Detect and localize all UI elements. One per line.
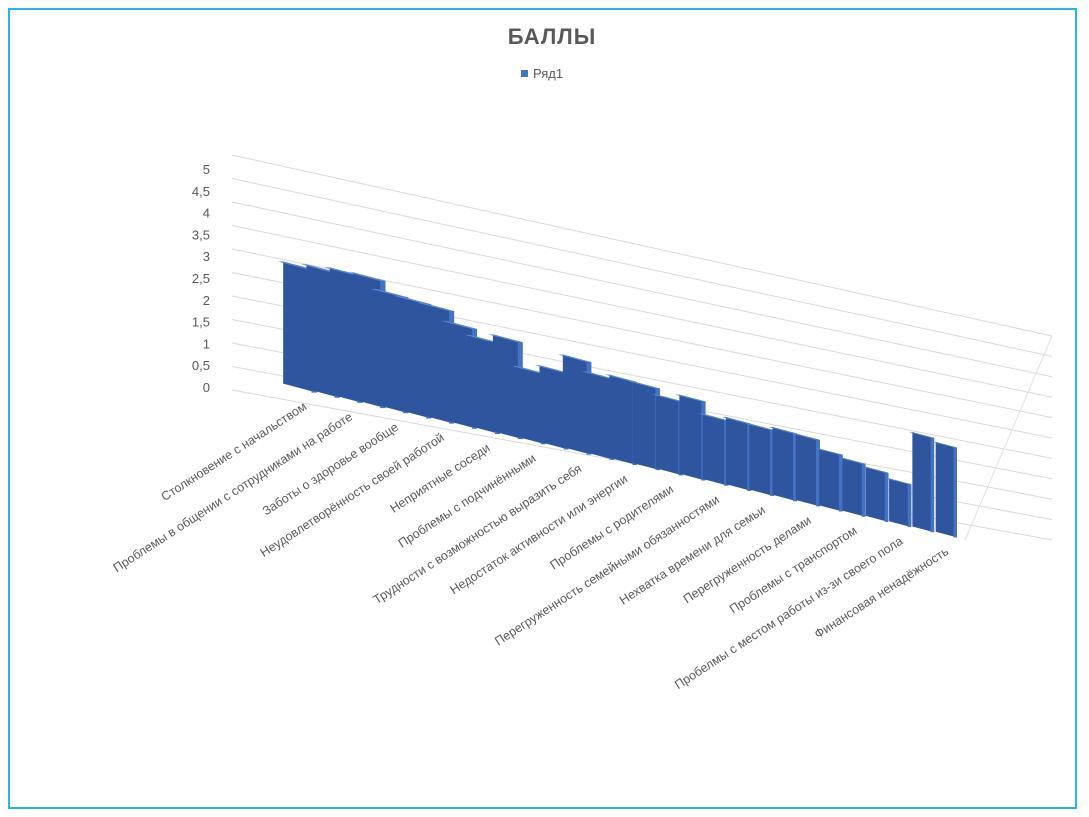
bar-top <box>511 365 546 374</box>
bar-side <box>492 334 523 440</box>
bar <box>604 374 637 465</box>
y-tick-label: 0,5 <box>192 358 210 373</box>
bar <box>745 423 775 497</box>
bar-top <box>604 374 637 382</box>
bar <box>675 394 706 481</box>
x-category-label: Пробелмы с местом работы из-зи своего по… <box>672 534 905 692</box>
bar <box>815 448 843 512</box>
bar-top <box>768 427 797 434</box>
bar-top <box>394 295 432 305</box>
axis-edge <box>964 335 1053 541</box>
chart-title: БАЛЛЫ <box>508 24 597 49</box>
bar-top <box>488 334 523 343</box>
y-tick-label: 1,5 <box>192 315 210 330</box>
legend: Ряд1 <box>521 66 563 81</box>
bar-side <box>516 365 546 445</box>
bar <box>908 432 935 533</box>
bar-top <box>371 289 409 298</box>
bar-front <box>930 437 935 533</box>
bar-top <box>791 433 820 440</box>
x-category-label: Перегруженность семейными обязанностями <box>492 492 722 648</box>
gridline <box>231 178 1053 357</box>
bar <box>581 371 615 460</box>
bar-top <box>581 371 615 379</box>
bar-front <box>861 463 866 517</box>
bar-top <box>417 302 455 312</box>
bar-top <box>441 320 477 329</box>
bar-side <box>912 432 935 533</box>
bar-side <box>539 365 569 450</box>
bar-top <box>721 417 752 424</box>
y-tick-label: 5 <box>203 162 210 177</box>
bar-side <box>562 354 592 455</box>
bar-top <box>347 272 386 281</box>
bar <box>791 433 820 507</box>
bar-top <box>675 394 706 402</box>
bar <box>932 441 957 538</box>
bar-top <box>464 334 500 343</box>
y-axis: 0 0,5 1 1,5 2 2,5 3 3,5 4 4,5 5 <box>192 162 210 395</box>
bar-side <box>702 413 729 486</box>
bar-top <box>838 457 866 464</box>
y-tick-label: 1 <box>203 336 210 351</box>
bar-side <box>935 441 957 538</box>
bar-side <box>889 478 912 528</box>
y-tick-label: 3 <box>203 249 210 264</box>
bar-top <box>885 478 912 485</box>
bar-top <box>815 448 843 455</box>
bar <box>838 457 866 517</box>
bar <box>698 413 729 486</box>
bar-top <box>745 423 775 431</box>
bar-top <box>628 381 660 389</box>
bars <box>277 261 957 538</box>
bar-side <box>632 381 660 471</box>
bar-top <box>862 466 889 473</box>
bar-top <box>558 354 592 363</box>
y-tick-label: 2 <box>203 293 210 308</box>
bar-side <box>865 466 889 522</box>
bar-top <box>908 432 935 438</box>
bar-front <box>838 454 843 512</box>
y-tick-label: 4 <box>203 206 210 221</box>
bar-side <box>656 394 683 476</box>
bar-top <box>534 365 569 373</box>
bar-side <box>819 448 843 512</box>
y-tick-label: 0 <box>203 380 210 395</box>
bar-side <box>469 334 500 434</box>
y-tick-label: 3,5 <box>192 227 210 242</box>
gridline <box>231 154 1053 337</box>
gridline <box>231 225 1053 398</box>
bar-top <box>651 394 683 402</box>
bar-side <box>679 394 706 481</box>
y-tick-label: 2,5 <box>192 271 210 286</box>
legend-entry: Ряд1 <box>533 66 563 81</box>
bar-side <box>725 417 752 491</box>
bar-front <box>907 484 912 528</box>
x-category-label: Неприятные соседи <box>388 441 493 516</box>
bar-side <box>795 433 820 507</box>
bar <box>862 466 889 522</box>
bar-side <box>446 320 477 429</box>
bar-side <box>609 374 637 465</box>
bar-side <box>586 371 615 460</box>
bar-side <box>842 457 866 517</box>
bar-front <box>953 447 957 538</box>
gridline <box>231 201 1053 378</box>
bar-top <box>698 413 729 421</box>
x-category-label: Проблемы в общении с сотрудниками на раб… <box>111 410 355 575</box>
bar-front <box>815 439 820 507</box>
bar-side <box>772 427 797 502</box>
bar <box>721 417 752 491</box>
bar-side <box>749 423 775 497</box>
bar-top <box>932 441 957 448</box>
bar-front <box>884 472 889 522</box>
bar <box>651 394 683 476</box>
y-tick-label: 4,5 <box>192 184 210 199</box>
bar <box>768 427 797 502</box>
legend-swatch <box>521 70 528 77</box>
bar <box>885 478 912 528</box>
